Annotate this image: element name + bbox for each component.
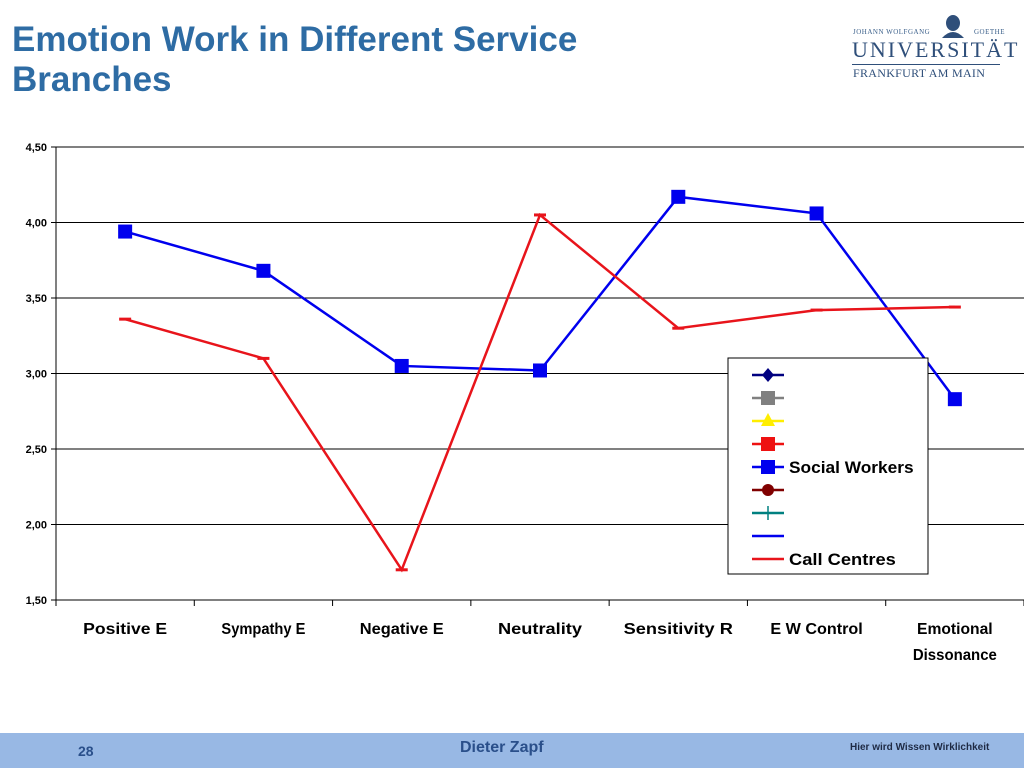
legend-triangle-marker: [761, 413, 775, 426]
legend-label: Social Workers: [789, 458, 914, 477]
legend-square-marker: [761, 391, 775, 405]
footer-bar: 28 Dieter Zapf Hier wird Wissen Wirklich…: [0, 733, 1024, 768]
slide-title: Emotion Work in Different Service Branch…: [12, 20, 578, 99]
y-tick-label: 2,00: [26, 520, 47, 532]
data-point-square: [809, 206, 824, 221]
x-category-label: Sympathy E: [221, 621, 305, 638]
data-point-square: [394, 358, 409, 373]
legend-diamond-marker: [762, 368, 774, 382]
data-point-square: [118, 224, 133, 239]
y-tick-label: 1,50: [26, 595, 47, 607]
footer-slogan: Hier wird Wissen Wirklichkeit: [850, 742, 990, 753]
university-logo: JOHANN WOLFGANG GOETHE UNIVERSITÄT FRANK…: [852, 14, 1017, 80]
y-tick-label: 4,50: [26, 142, 47, 154]
x-category-label: Dissonance: [913, 647, 997, 664]
footer-author: Dieter Zapf: [460, 739, 544, 756]
legend-square-marker: [761, 460, 775, 474]
data-point-square: [533, 363, 547, 378]
x-category-label: Negative E: [360, 621, 444, 638]
x-category-label: Neutrality: [498, 621, 582, 638]
logo-rule: [852, 64, 1000, 65]
logo-city: FRANKFURT AM MAIN: [853, 66, 986, 80]
data-point-square: [671, 189, 686, 204]
y-tick-label: 2,50: [26, 444, 47, 456]
page-number: 28: [78, 743, 94, 759]
logo-university: UNIVERSITÄT: [852, 37, 1020, 62]
legend-square-marker: [761, 437, 775, 451]
legend-circle-marker: [762, 484, 774, 496]
x-category-label: E W Control: [770, 621, 862, 638]
legend-label: Call Centres: [789, 550, 896, 569]
logo-surname: GOETHE: [974, 28, 1005, 36]
x-category-label: Emotional: [917, 621, 993, 638]
y-tick-label: 3,50: [26, 293, 47, 305]
line-chart: 1,50 2,00 2,50 3,00 3,50 4,00 4,50 Positive E Sy…: [26, 142, 1024, 664]
y-tick-label: 3,00: [26, 369, 47, 381]
x-category-label: Positive E: [83, 621, 167, 638]
data-point-square: [256, 263, 271, 278]
logo-first-names: JOHANN WOLFGANG: [853, 28, 931, 36]
x-category-label: Sensitivity R: [624, 621, 734, 638]
data-point-square: [947, 392, 962, 407]
y-tick-label: 4,00: [26, 218, 47, 230]
goethe-portrait-icon: [942, 15, 964, 38]
